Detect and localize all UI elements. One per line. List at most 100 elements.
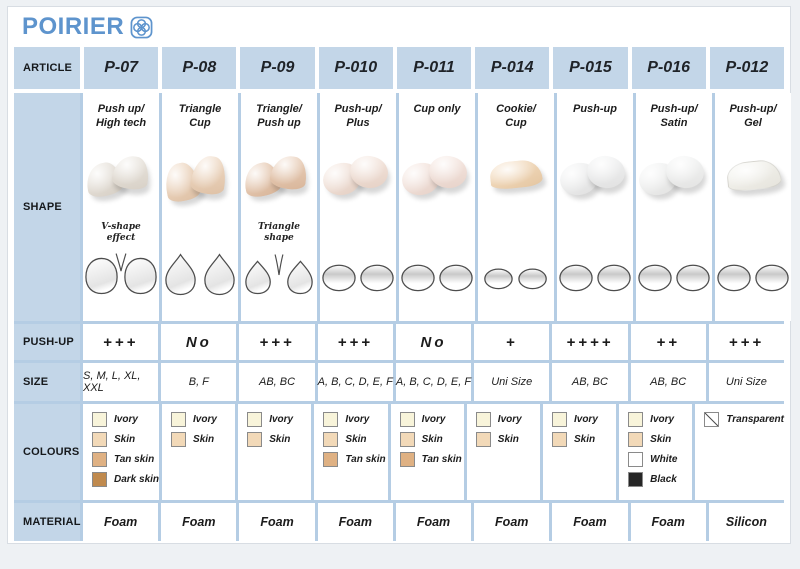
colour-swatch-label: Ivory [193,414,217,425]
colour-swatch-label: Ivory [269,414,294,425]
pushup-cell: + [474,324,550,360]
colour-swatch [323,432,339,447]
cup-outline-drawing [636,249,712,303]
cup-outline-drawing [715,249,791,303]
shape-cell-p08: Triangle Cup [161,93,238,321]
shape-cell-p016: Push-up/ Satin [636,93,712,321]
colour-swatch [92,452,107,467]
material-cell: Foam [239,503,315,541]
pushup-cell: +++ [239,324,315,360]
colour-swatch-row: Ivory [92,412,138,427]
article-cell: P-015 [553,47,628,89]
colour-swatch-row: Skin [171,432,214,447]
shape-name: Push-up/ Satin [650,103,698,129]
article-cell: P-010 [318,47,393,89]
size-row: SIZE S, M, L, XL, XXL B, F AB, BC A, B, … [14,360,784,401]
colour-swatch [323,412,339,427]
colours-cell-p07: Ivory Skin Tan skin Dark skin [83,404,160,500]
row-label-material: MATERIAL [14,503,80,541]
colour-swatch [92,472,107,487]
row-label-size: SIZE [14,363,80,401]
comparison-table: ARTICLE P-07 P-08 P-09 P-010 P-011 P-014… [8,47,791,541]
brand-logo-text: POIRIER [22,13,125,40]
shape-cell-p015: Push-up [557,93,633,321]
size-cell: B, F [161,363,237,401]
pushup-row: PUSH-UP +++ No +++ +++ No + ++++ ++ +++ [14,321,784,360]
colour-swatch-label: Ivory [345,414,370,425]
colour-swatch [323,452,339,467]
cup-outline-drawing [478,249,554,303]
colour-swatch-row: Ivory [171,412,217,427]
pad-image [488,158,544,191]
row-label-article: ARTICLE [14,47,80,89]
shape-name: Push up/ High tech [95,103,147,129]
shape-name: Push-up/ Gel [729,103,777,129]
colour-swatch [171,412,187,427]
product-photo [636,133,712,217]
colour-swatch-row: Tan skin [323,452,386,467]
article-cell: P-011 [396,47,472,89]
colour-swatch-row: Skin [399,432,443,447]
cup-outline-drawing [83,249,159,303]
clover-flower-icon [130,16,153,39]
colour-swatch-row: Black [628,472,677,487]
colours-cell-p012: Transparent [695,404,784,500]
shape-name: Push-up [573,103,617,115]
colour-swatch-label: Skin [269,434,291,445]
colour-swatch [399,452,415,467]
product-photo [715,133,791,217]
article-row: ARTICLE P-07 P-08 P-09 P-010 P-011 P-014… [14,47,784,93]
colours-cell-p014: Ivory Skin [466,404,540,500]
pushup-cell: ++++ [552,324,628,360]
article-cell: P-014 [475,47,550,89]
shape-cell-p012: Push-up/ Gel [715,93,791,321]
shape-cell-p07: Push up/ High tech V-shape effect [82,93,159,321]
colour-swatch [399,412,415,427]
row-label-shape: SHAPE [14,93,80,321]
colour-swatch-row: Ivory [475,412,522,427]
colour-swatch [628,452,644,467]
pushup-cell: No [161,324,237,360]
cup-outline-drawing [557,249,633,303]
colours-cell-p016: Ivory Skin White Black [619,404,693,500]
product-photo [240,133,317,217]
size-cell: AB, BC [630,363,706,401]
shape-row: SHAPE Push up/ High tech V-shape effect [14,93,791,321]
pushup-cell: +++ [708,324,784,360]
colour-swatch-row: Ivory [247,412,293,427]
product-photo [161,133,238,217]
colour-swatch-label: Skin [421,434,443,445]
size-cell: AB, BC [552,363,628,401]
material-cell: Foam [474,503,550,541]
shape-name: Cup only [413,103,461,115]
shape-cell-p09: Triangle/ Push up Triangle shape [240,93,317,321]
colour-swatch-row: Skin [551,432,595,447]
row-label-colours: COLOURS [14,404,80,500]
material-row: MATERIAL Foam Foam Foam Foam Foam Foam F… [14,500,784,541]
colour-swatch-label: Tan skin [345,454,386,465]
colour-swatch [92,432,107,447]
shape-name: Triangle Cup [178,103,222,129]
colour-swatch-label: Skin [114,434,136,445]
article-cell: P-08 [162,47,237,89]
colour-swatch-row: Skin [247,432,290,447]
colours-cell-p015: Ivory Skin [542,404,617,500]
shape-cell-p014: Cookie/ Cup [478,93,554,321]
colour-swatch-row: Skin [92,432,135,447]
colour-swatch-row: Skin [475,432,519,447]
cup-outline-drawing [399,249,475,303]
material-cell: Foam [317,503,393,541]
colour-swatch [475,432,491,447]
colour-swatch [551,412,567,427]
product-photo [320,133,396,217]
material-cell: Foam [161,503,237,541]
colour-swatch-row: Tan skin [92,452,154,467]
colour-swatch-label: Tan skin [114,454,155,465]
article-cell: P-016 [631,47,706,89]
shape-name: Cookie/ Cup [496,103,536,129]
pad-image [725,158,783,193]
colours-cell-p09: Ivory Skin [238,404,312,500]
cup-outline-drawing [162,249,238,303]
shape-cell-p011: Cup only [399,93,475,321]
colours-cell-p08: Ivory Skin [162,404,236,500]
